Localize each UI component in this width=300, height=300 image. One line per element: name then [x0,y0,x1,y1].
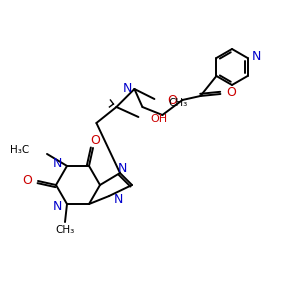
Text: CH₃: CH₃ [56,225,75,235]
Text: O: O [22,173,32,187]
Text: N: N [123,82,132,94]
Text: N: N [252,50,261,64]
Text: CH₃: CH₃ [168,98,188,108]
Text: N: N [52,158,62,170]
Text: N: N [117,161,127,175]
Text: OH: OH [150,114,167,124]
Text: H₃C: H₃C [10,145,29,155]
Text: N: N [52,200,62,213]
Text: O: O [167,94,177,106]
Text: O: O [90,134,100,147]
Text: O: O [226,86,236,100]
Text: N: N [114,193,123,206]
